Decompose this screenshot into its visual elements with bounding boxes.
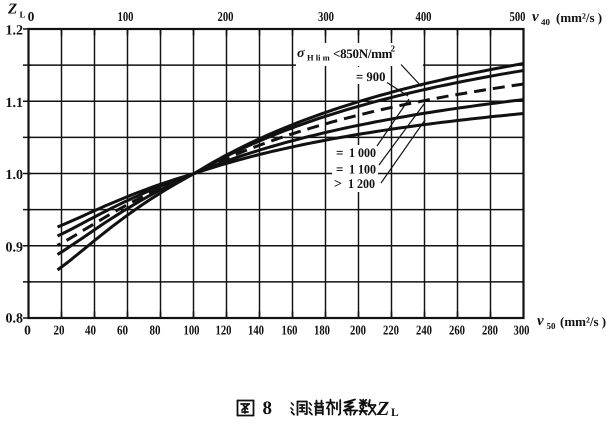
svg-text:Z: Z bbox=[376, 398, 389, 420]
svg-text:40: 40 bbox=[85, 323, 96, 338]
svg-text:80: 80 bbox=[150, 323, 161, 338]
svg-text:0: 0 bbox=[24, 323, 31, 338]
svg-text:240: 240 bbox=[416, 323, 432, 338]
svg-text:40: 40 bbox=[541, 17, 551, 27]
svg-text:50: 50 bbox=[547, 321, 557, 331]
svg-text:140: 140 bbox=[248, 323, 264, 338]
svg-text:1.1: 1.1 bbox=[6, 96, 24, 111]
svg-text:8: 8 bbox=[263, 398, 273, 419]
svg-text:Z: Z bbox=[7, 2, 17, 18]
svg-text:= 900: = 900 bbox=[356, 69, 386, 84]
svg-text:2: 2 bbox=[391, 44, 396, 54]
svg-text:0.9: 0.9 bbox=[6, 240, 24, 255]
svg-text:220: 220 bbox=[383, 323, 399, 338]
svg-text:L: L bbox=[391, 407, 399, 419]
svg-text:L: L bbox=[20, 10, 26, 20]
svg-text:ν: ν bbox=[537, 313, 544, 329]
svg-text:1 200: 1 200 bbox=[348, 176, 375, 191]
svg-text:(mm²/s ): (mm²/s ) bbox=[560, 314, 606, 329]
svg-text:1.2: 1.2 bbox=[6, 24, 24, 39]
svg-text:=: = bbox=[336, 162, 343, 177]
svg-text:20: 20 bbox=[54, 323, 65, 338]
svg-text:120: 120 bbox=[216, 323, 232, 338]
svg-text:(mm²/s ): (mm²/s ) bbox=[556, 10, 602, 25]
svg-text:ν: ν bbox=[532, 9, 539, 25]
svg-text:<850N/mm: <850N/mm bbox=[333, 46, 393, 61]
svg-text:300: 300 bbox=[514, 323, 530, 338]
svg-text:160: 160 bbox=[282, 323, 298, 338]
svg-text:0: 0 bbox=[28, 9, 35, 24]
svg-text:400: 400 bbox=[416, 9, 432, 24]
svg-text:200: 200 bbox=[350, 323, 366, 338]
svg-text:H li m: H li m bbox=[307, 53, 330, 63]
svg-text:1.0: 1.0 bbox=[6, 168, 24, 183]
svg-text:>: > bbox=[334, 177, 342, 192]
svg-text:280: 280 bbox=[482, 323, 498, 338]
svg-text:200: 200 bbox=[218, 9, 234, 24]
svg-text:100: 100 bbox=[118, 9, 134, 24]
svg-text:180: 180 bbox=[314, 323, 330, 338]
svg-text:60: 60 bbox=[117, 323, 128, 338]
svg-text:σ: σ bbox=[297, 46, 305, 61]
svg-text:0.8: 0.8 bbox=[6, 312, 24, 327]
svg-text:300: 300 bbox=[318, 9, 334, 24]
svg-text:500: 500 bbox=[510, 9, 526, 24]
svg-text:=: = bbox=[336, 145, 343, 160]
svg-text:1 100: 1 100 bbox=[349, 162, 376, 177]
svg-text:260: 260 bbox=[449, 323, 465, 338]
svg-text:1 000: 1 000 bbox=[349, 145, 376, 160]
svg-text:100: 100 bbox=[184, 323, 200, 338]
